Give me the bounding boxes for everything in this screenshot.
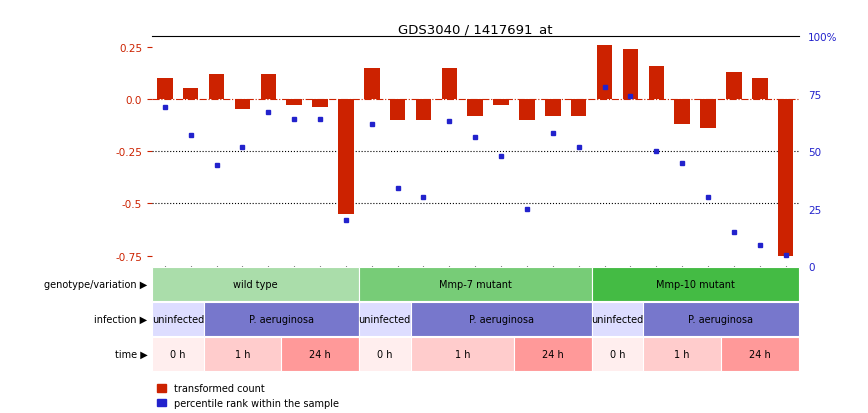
Bar [390, 100, 405, 121]
Text: P. aeruginosa: P. aeruginosa [688, 314, 753, 324]
Text: 0 h: 0 h [377, 349, 392, 359]
Bar [339, 100, 353, 214]
Bar [592, 337, 643, 371]
Bar [358, 337, 411, 371]
Text: uninfected: uninfected [152, 314, 204, 324]
Bar [234, 100, 250, 110]
Bar [514, 337, 592, 371]
Bar [592, 267, 799, 301]
Bar [442, 69, 457, 100]
Bar [674, 100, 690, 125]
Text: uninfected: uninfected [591, 314, 643, 324]
Text: 0 h: 0 h [170, 349, 186, 359]
Text: 0 h: 0 h [609, 349, 625, 359]
Text: 1 h: 1 h [674, 349, 690, 359]
Text: 1 h: 1 h [455, 349, 470, 359]
Bar [643, 302, 799, 336]
Text: 24 h: 24 h [749, 349, 771, 359]
Bar [152, 337, 204, 371]
Text: uninfected: uninfected [358, 314, 411, 324]
Text: genotype/variation ▶: genotype/variation ▶ [44, 279, 148, 289]
Bar [721, 337, 799, 371]
Bar [411, 302, 592, 336]
Bar [152, 302, 204, 336]
Bar [157, 79, 173, 100]
Bar [358, 302, 411, 336]
Text: infection ▶: infection ▶ [95, 314, 148, 324]
Text: time ▶: time ▶ [115, 349, 148, 359]
Bar [643, 337, 721, 371]
Bar [700, 100, 716, 129]
Bar [312, 100, 328, 108]
Bar [622, 50, 638, 100]
Text: 1 h: 1 h [234, 349, 250, 359]
Bar [752, 79, 767, 100]
Bar [648, 66, 664, 100]
Bar [152, 267, 358, 301]
Text: 24 h: 24 h [542, 349, 563, 359]
Legend: transformed count, percentile rank within the sample: transformed count, percentile rank withi… [157, 383, 339, 408]
Text: P. aeruginosa: P. aeruginosa [249, 314, 313, 324]
Text: Mmp-7 mutant: Mmp-7 mutant [439, 279, 511, 289]
Bar [468, 100, 483, 116]
Bar [358, 267, 592, 301]
Bar [281, 337, 358, 371]
Bar [260, 75, 276, 100]
Text: Mmp-10 mutant: Mmp-10 mutant [655, 279, 734, 289]
Bar [545, 100, 561, 116]
Text: P. aeruginosa: P. aeruginosa [469, 314, 534, 324]
Title: GDS3040 / 1417691_at: GDS3040 / 1417691_at [398, 23, 552, 36]
Bar [286, 100, 302, 106]
Bar [411, 337, 514, 371]
Bar [364, 69, 379, 100]
Bar [571, 100, 587, 116]
Bar [597, 45, 612, 100]
Bar [183, 89, 199, 100]
Bar [592, 302, 643, 336]
Bar [493, 100, 509, 106]
Text: wild type: wild type [233, 279, 278, 289]
Bar [209, 75, 224, 100]
Bar [416, 100, 431, 121]
Text: 24 h: 24 h [309, 349, 331, 359]
Bar [204, 302, 358, 336]
Bar [204, 337, 281, 371]
Bar [727, 73, 741, 100]
Bar [519, 100, 535, 121]
Bar [778, 100, 793, 256]
